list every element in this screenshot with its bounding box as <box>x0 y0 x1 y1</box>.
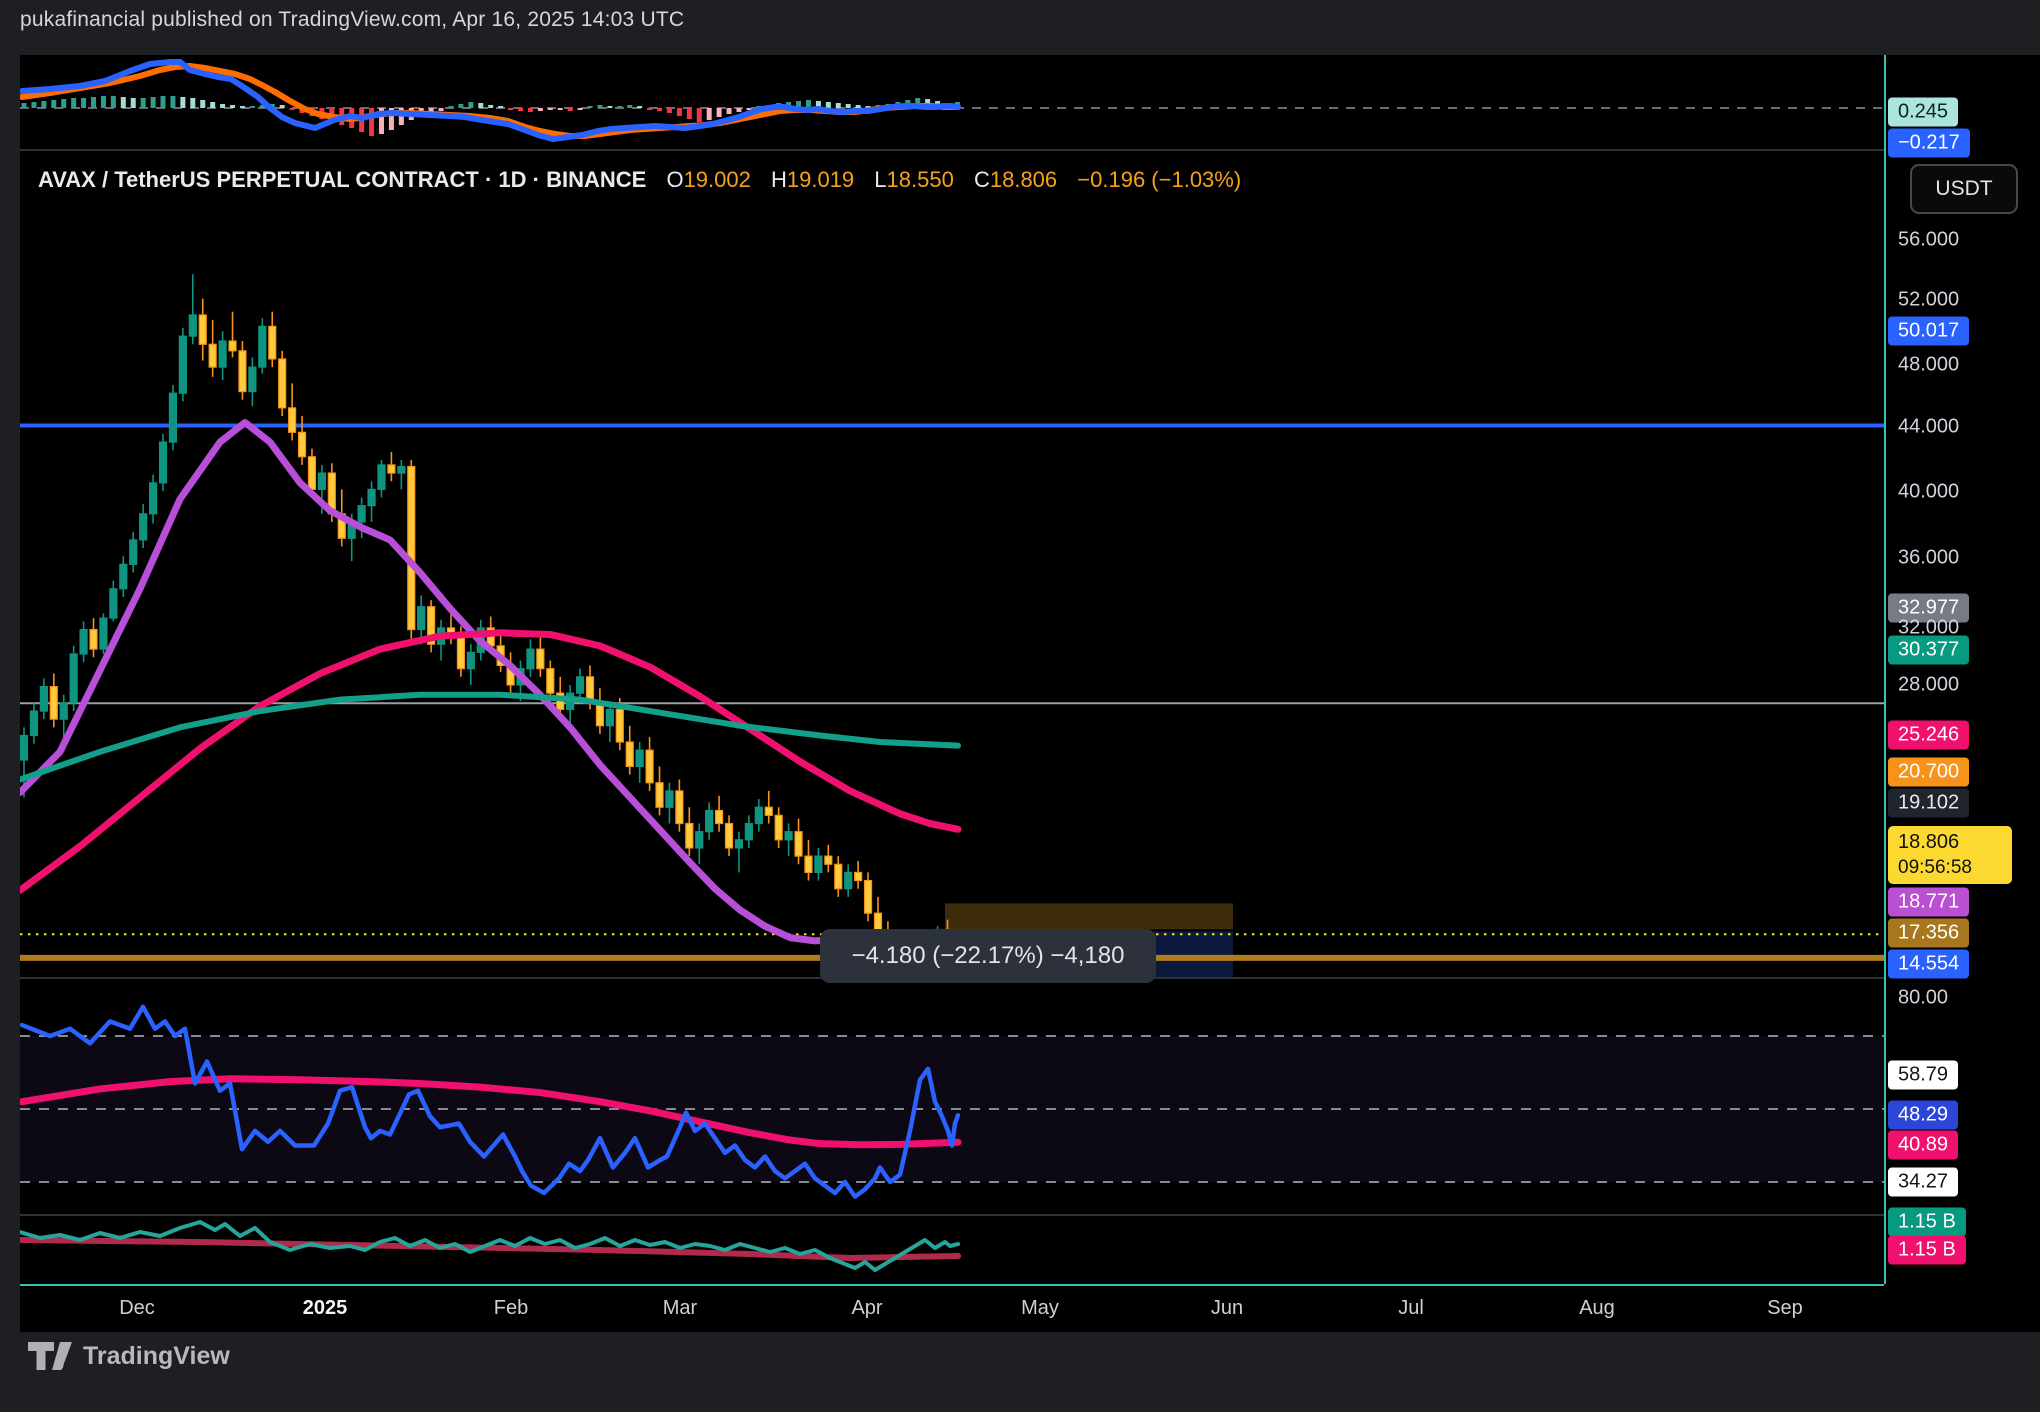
rsi-panel-canvas[interactable] <box>20 978 1884 1215</box>
time-axis[interactable]: Dec 2025 Feb Mar Apr May Jun Jul Aug Sep <box>20 1284 1884 1332</box>
time-axis-label: Feb <box>493 1297 529 1319</box>
time-axis-label: Jun <box>1210 1297 1244 1319</box>
price-axis-label: 80.00 <box>1898 986 1949 1009</box>
price-axis-label: 44.000 <box>1898 415 1960 438</box>
last-price-label: 18.806 09:56:58 <box>1888 826 2012 884</box>
price-axis-label: 1.15 B <box>1888 1207 1966 1237</box>
close-label: C <box>973 167 990 192</box>
volume-panel-canvas[interactable] <box>20 1215 1884 1284</box>
high-label: H <box>770 167 787 192</box>
macd-panel-canvas[interactable] <box>20 55 1884 150</box>
time-axis-label: Apr <box>851 1297 883 1319</box>
measure-tooltip: −4.180 (−22.17%) −4,180 <box>820 929 1156 983</box>
tradingview-footer[interactable]: TradingView <box>27 1340 230 1372</box>
open-value: 19.002 <box>683 167 751 192</box>
change-value: −0.196 (−1.03%) <box>1077 167 1242 192</box>
price-axis-label: 40.000 <box>1898 480 1960 503</box>
tradingview-logo-icon <box>28 1342 72 1370</box>
price-axis-label: 17.356 <box>1888 918 1970 948</box>
price-axis-label: 0.245 <box>1888 97 1959 127</box>
panel-separator <box>20 149 1884 151</box>
price-panel-canvas[interactable] <box>20 150 1884 978</box>
symbol-title: AVAX / TetherUS PERPETUAL CONTRACT · 1D … <box>38 167 1241 193</box>
price-axis-label: 19.102 <box>1888 788 1970 818</box>
close-value: 18.806 <box>989 167 1058 192</box>
price-axis[interactable]: 0.245 −0.217 56.000 52.000 50.017 48.000 44.00… <box>1884 55 2040 1284</box>
price-axis-label: 18.771 <box>1888 887 1970 917</box>
price-axis-label: 14.554 <box>1888 949 1970 979</box>
price-axis-label: 40.89 <box>1888 1130 1959 1160</box>
time-axis-label: Sep <box>1767 1297 1803 1319</box>
price-axis-label: −0.217 <box>1888 128 1970 158</box>
price-axis-label: 1.15 B <box>1888 1235 1966 1265</box>
price-axis-label: 52.000 <box>1898 288 1960 311</box>
time-axis-label: May <box>1021 1297 1059 1319</box>
open-label: O <box>666 167 684 192</box>
low-label: L <box>874 167 887 192</box>
publisher-bar: pukafinancial published on TradingView.c… <box>20 8 685 31</box>
panel-separator <box>20 1214 1884 1216</box>
price-axis-label: 48.29 <box>1888 1100 1959 1130</box>
bar-countdown: 09:56:58 <box>1898 857 1972 878</box>
price-axis-label: 34.27 <box>1888 1167 1959 1197</box>
time-scale-border <box>20 1284 1884 1286</box>
price-axis-label: 32.000 <box>1898 616 1960 639</box>
price-axis-label: 32.977 <box>1888 593 1970 623</box>
chart-area[interactable]: AVAX / TetherUS PERPETUAL CONTRACT · 1D … <box>20 55 2040 1332</box>
time-axis-label: Aug <box>1579 1297 1615 1319</box>
time-axis-label: Dec <box>119 1297 155 1319</box>
price-axis-label: 56.000 <box>1898 228 1960 251</box>
low-value: 18.550 <box>886 167 954 192</box>
price-axis-label: 25.246 <box>1888 720 1970 750</box>
price-axis-label: 28.000 <box>1898 673 1960 696</box>
price-axis-label: 30.377 <box>1888 635 1970 665</box>
price-axis-label: 48.000 <box>1898 353 1960 376</box>
price-axis-label: 58.79 <box>1888 1060 1959 1090</box>
time-axis-label: 2025 <box>302 1297 348 1319</box>
price-scale-border <box>1884 55 1886 1284</box>
symbol-name[interactable]: AVAX / TetherUS PERPETUAL CONTRACT · 1D … <box>38 167 647 192</box>
time-axis-label: Jul <box>1398 1297 1424 1319</box>
price-axis-label: 36.000 <box>1898 546 1960 569</box>
time-axis-label: Mar <box>662 1297 698 1319</box>
high-value: 19.019 <box>786 167 855 192</box>
price-axis-label: 20.700 <box>1888 757 1970 787</box>
tradingview-logo-text: TradingView <box>83 1341 230 1370</box>
currency-toggle-button[interactable]: USDT <box>1910 164 2018 214</box>
last-price-value: 18.806 <box>1898 831 1960 853</box>
price-axis-label: 50.017 <box>1888 316 1970 346</box>
